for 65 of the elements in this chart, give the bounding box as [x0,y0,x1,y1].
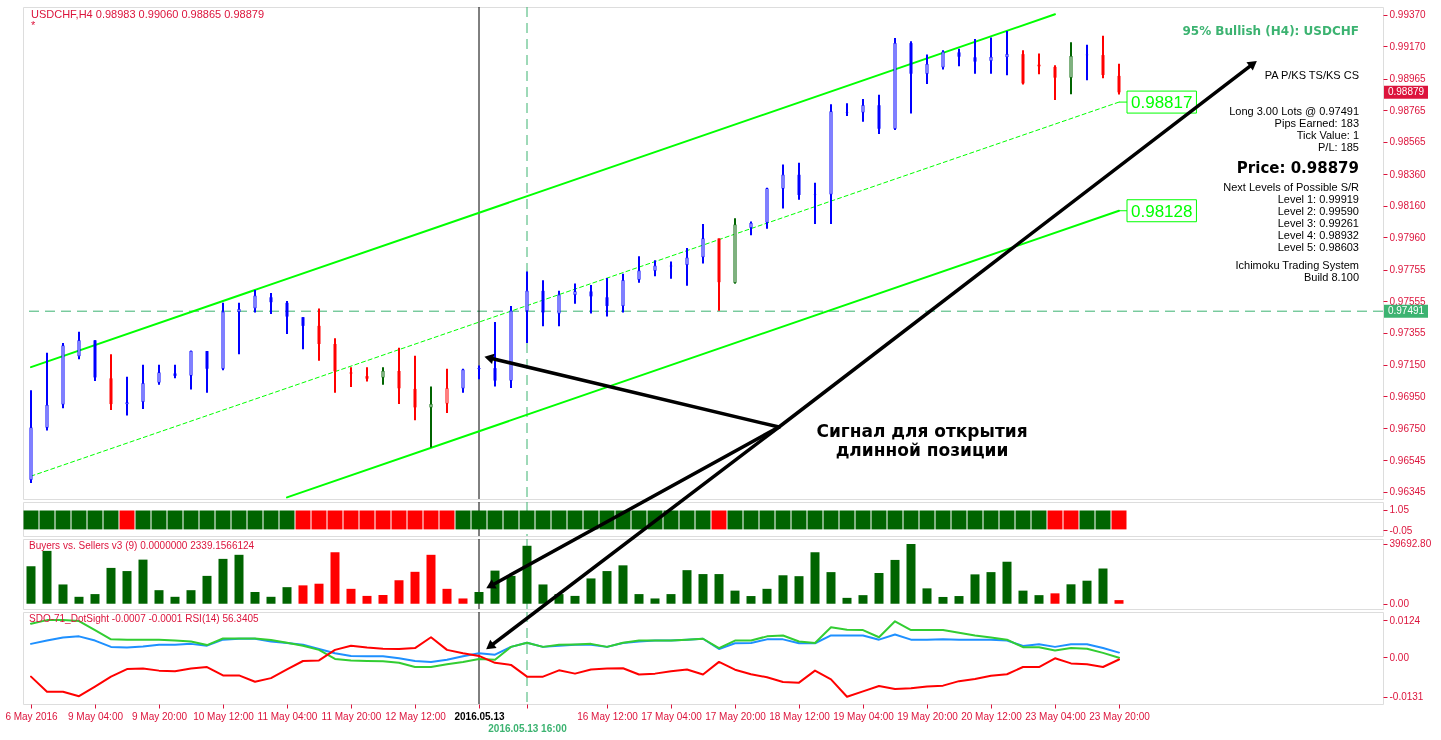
y-tick-label: -0.0131 [1389,691,1424,703]
chart-title: USDCHF,H4 0.98983 0.99060 0.98865 0.98879 [31,8,265,20]
annotation: 0.98817 [1131,93,1193,113]
x-tick-label: 9 May 04:00 [67,710,124,722]
y-tick-label: 0.96950 [1389,391,1427,402]
y-tick-label: 0.96345 [1389,486,1427,498]
x-tick-label: 10 May 12:00 [193,710,255,722]
x-tick-label: 17 May 04:00 [641,710,703,722]
x-tick-label: 12 May 12:00 [385,710,447,722]
y-tick-label: 0.99370 [1389,9,1427,21]
x-tick-label: 6 May 2016 [5,710,59,722]
x-tick-label: 9 May 20:00 [131,710,188,722]
x-tick-label: 11 May 20:00 [321,710,382,722]
x-tick-label: 11 May 04:00 [257,710,318,722]
annotation: 95% Bullish (H4): USDCHF [1182,24,1359,38]
x-tick-label: 20 May 12:00 [961,710,1023,722]
annotation: Level 5: 0.98603 [1277,241,1359,253]
annotation: * [31,19,36,31]
annotation: Build 8.100 [1303,271,1359,283]
y-tick-label: 0.96750 [1389,422,1427,434]
annotation: Ichimoku Trading System [1235,259,1359,271]
y-tick-label: 0.98765 [1389,104,1427,116]
x-tick-label: 19 May 04:00 [833,710,895,722]
x-tick-label: 17 May 20:00 [705,710,767,722]
annotation: Level 2: 0.99590 [1277,205,1359,217]
annotation: Price: 0.98879 [1236,159,1359,177]
annotation: Level 3: 0.99261 [1277,217,1359,229]
chart-title: SDO-71_DotSight -0.0007 -0.0001 RSI(14) 56.3405 [29,613,260,624]
y-tick-label: 0.98565 [1389,136,1427,148]
x-tick-label: 19 May 20:00 [897,710,959,722]
annotation: Level 1: 0.99919 [1277,193,1359,205]
y-tick-label: 0.00 [1389,598,1410,610]
annotation: Level 4: 0.98932 [1277,229,1359,241]
annotation: Pips Earned: 183 [1274,117,1359,129]
text: 0.98879 [1387,86,1425,98]
y-tick-label: 0.98965 [1389,73,1427,85]
annotation: Tick Value: 1 [1296,129,1359,141]
y-tick-label: 0.97555 [1389,295,1427,307]
y-tick-label: 0.96545 [1389,454,1427,466]
x-tick-label: 23 May 04:00 [1025,710,1087,722]
y-tick-label: 0.0124 [1389,614,1421,626]
y-tick-label: 0.98160 [1389,200,1427,212]
ref-line-label: 0.97491 [1387,305,1425,317]
y-tick-label: 1.05 [1389,504,1410,516]
annotation: PA P/KS TS/KS CS [1264,69,1359,81]
x-tick-label: 18 May 12:00 [769,710,831,722]
annotation: 0.98128 [1131,201,1193,221]
y-tick-label: 0.00 [1389,651,1410,663]
y-tick-label: 0.98360 [1389,168,1427,180]
annotation: P/L: 185 [1318,141,1359,153]
y-tick-label: 0.97150 [1389,359,1427,371]
annotation: Next Levels of Possible S/R [1223,181,1360,193]
x-tick-label: 16 May 12:00 [577,710,639,722]
x-tick-label: 2016.05.13 16:00 [488,722,568,734]
y-tick-label: -0.05 [1389,524,1413,536]
y-tick-label: 0.97755 [1389,264,1427,276]
annotation: Long 3.00 Lots @ 0.97491 [1229,105,1359,117]
y-tick-label: 39692.80 [1389,538,1432,550]
x-tick-label: 2016.05.13 [454,710,505,722]
y-tick-label: 0.99170 [1389,40,1427,52]
x-tick-label: 23 May 20:00 [1089,710,1151,722]
chart-title: Buyers vs. Sellers v3 (9) 0.0000000 2339.1566124 [29,540,255,551]
y-tick-label: 0.97960 [1389,231,1427,243]
annotation: Сигнал для открытия длинной позиции [816,421,1028,460]
y-tick-label: 0.97355 [1389,327,1427,339]
